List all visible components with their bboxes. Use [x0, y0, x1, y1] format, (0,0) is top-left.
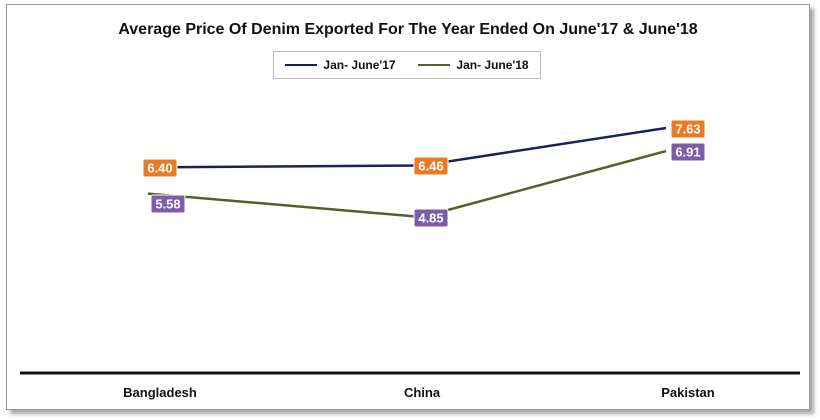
data-label-box [413, 156, 449, 176]
x-tick-label-bangladesh: Bangladesh [123, 385, 197, 400]
series-line-1 [147, 126, 667, 169]
legend: Jan- June'17 Jan- June'18 [273, 51, 541, 79]
data-label-text: 6.40 [147, 161, 172, 176]
data-label-text: 5.58 [155, 197, 180, 212]
legend-entry-series-1: Jan- June'17 [285, 58, 396, 72]
data-label-series-1-bangladesh: 6.40 [142, 158, 178, 178]
legend-entry-series-2: Jan- June'18 [418, 58, 529, 72]
series-line-2 [147, 149, 667, 219]
data-label-box [413, 208, 449, 228]
data-label-box [150, 194, 186, 214]
legend-swatch-series-2 [418, 64, 451, 66]
data-label-text: 6.46 [418, 159, 443, 174]
chart-title: Average Price Of Denim Exported For The … [118, 21, 698, 38]
x-tick-label-china: China [404, 385, 441, 400]
legend-swatch-series-1 [285, 64, 318, 66]
data-label-series-2-pakistan: 6.91 [670, 142, 706, 162]
data-label-box [670, 142, 706, 162]
x-tick-label-pakistan: Pakistan [661, 385, 715, 400]
chart-frame: Average Price Of Denim Exported For The … [6, 4, 810, 410]
legend-label-series-2: Jan- June'18 [456, 58, 529, 72]
data-label-box [142, 158, 178, 178]
data-label-text: 7.63 [675, 122, 700, 137]
data-label-series-2-china: 4.85 [413, 208, 449, 228]
data-label-series-2-bangladesh: 5.58 [150, 194, 186, 214]
data-label-series-1-china: 6.46 [413, 156, 449, 176]
legend-label-series-1: Jan- June'17 [323, 58, 396, 72]
data-label-box [670, 119, 706, 139]
data-label-text: 6.91 [675, 145, 700, 160]
data-label-text: 4.85 [418, 211, 443, 226]
data-label-series-1-pakistan: 7.63 [670, 119, 706, 139]
